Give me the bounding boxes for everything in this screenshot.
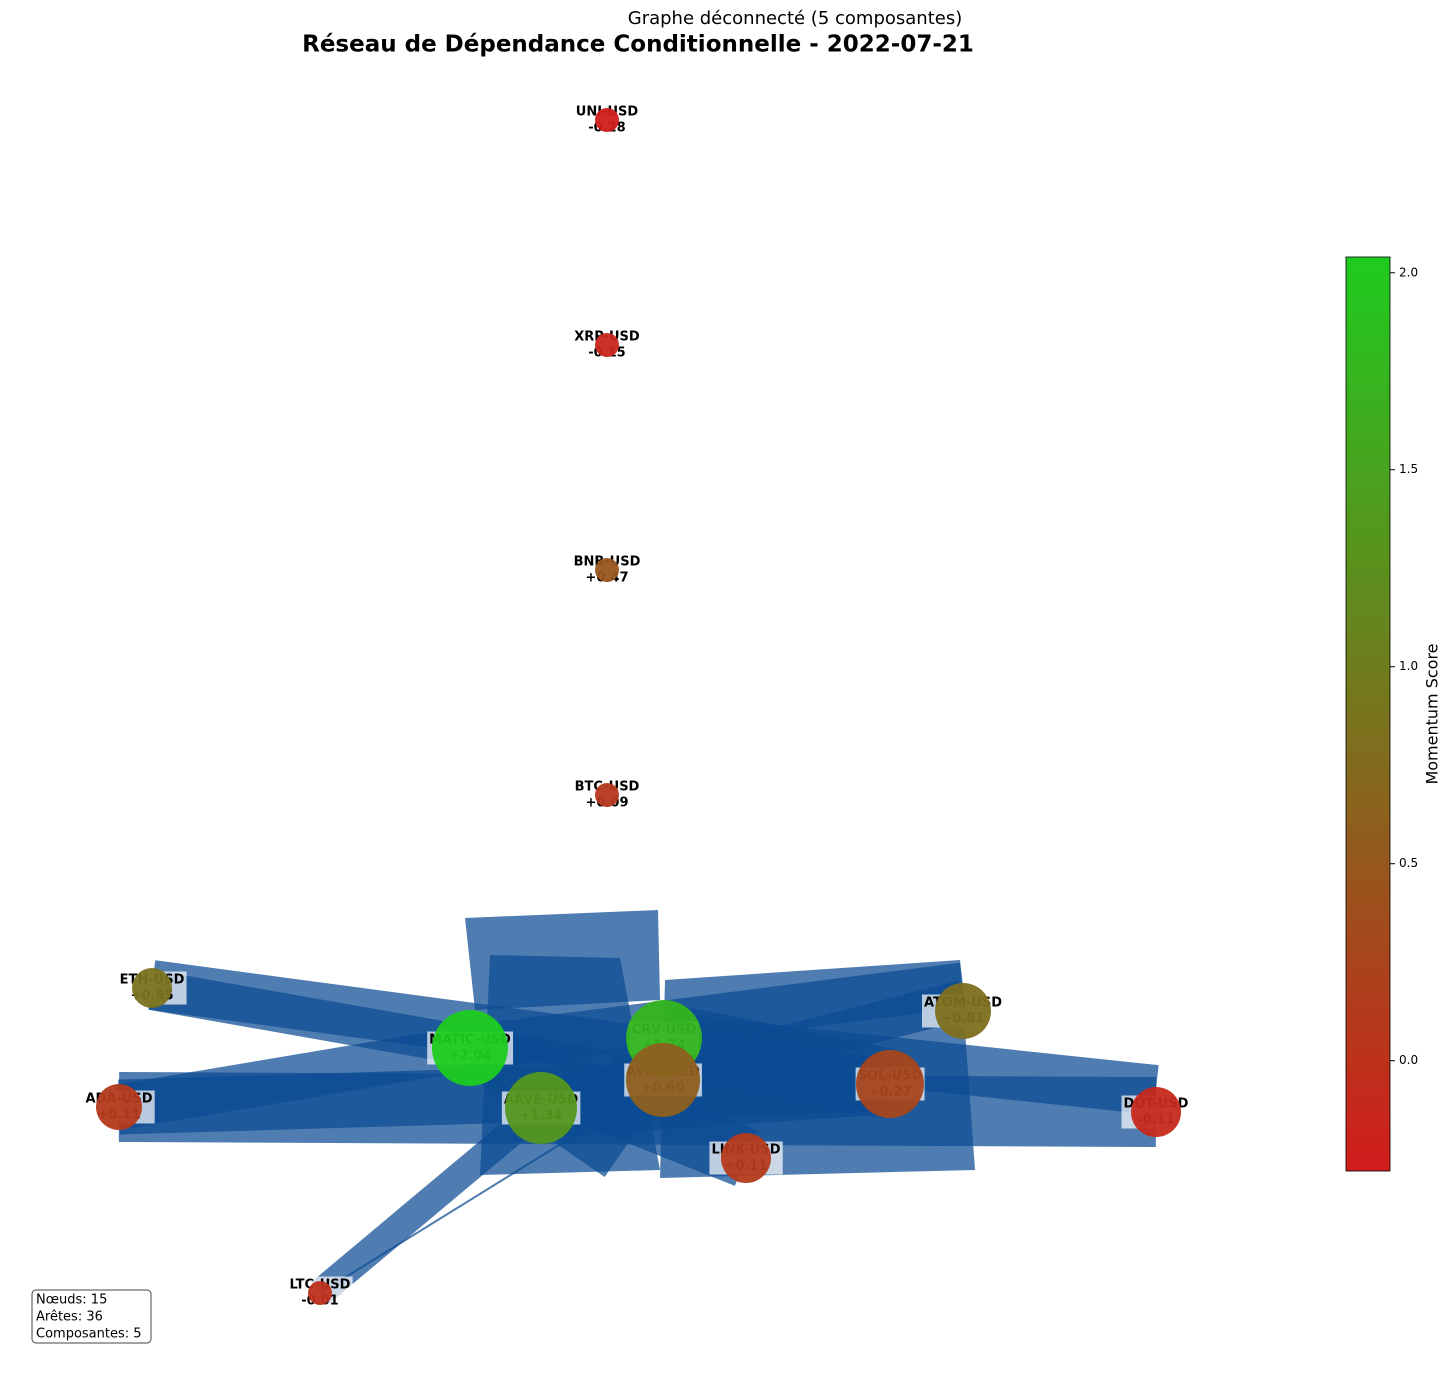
node: [626, 1043, 700, 1117]
node: [1131, 1087, 1181, 1137]
colorbar-tick-label: 0.5: [1399, 856, 1418, 870]
edge: [115, 1025, 474, 1130]
node: [595, 108, 619, 132]
stats-line: Arêtes: 36: [36, 1310, 103, 1325]
node: [595, 783, 619, 807]
node: [595, 558, 619, 582]
node: [432, 1010, 508, 1086]
colorbar-tick-label: 0.0: [1399, 1053, 1418, 1067]
colorbar-label: Momentum Score: [1423, 643, 1442, 784]
node: [721, 1133, 771, 1183]
node: [935, 983, 991, 1039]
node: [856, 1050, 924, 1118]
stats-box: [31, 1289, 152, 1344]
node: [308, 1281, 332, 1305]
colorbar: [1345, 256, 1391, 1172]
node: [595, 333, 619, 357]
stats-line: Composantes: 5: [36, 1327, 142, 1342]
edge: [538, 1054, 893, 1138]
stats-line: Nœuds: 15: [36, 1293, 107, 1308]
colorbar-tick-label: 1.0: [1399, 659, 1418, 673]
node: [132, 968, 172, 1008]
edge: [311, 1097, 550, 1304]
colorbar-tick-label: 1.5: [1399, 462, 1418, 476]
chart-subtitle: Graphe déconnecté (5 composantes): [628, 8, 963, 29]
node: [505, 1072, 577, 1144]
colorbar-tick-label: 2.0: [1399, 265, 1418, 279]
chart-title: Réseau de Dépendance Conditionnelle - 20…: [302, 32, 974, 58]
node: [96, 1084, 142, 1130]
